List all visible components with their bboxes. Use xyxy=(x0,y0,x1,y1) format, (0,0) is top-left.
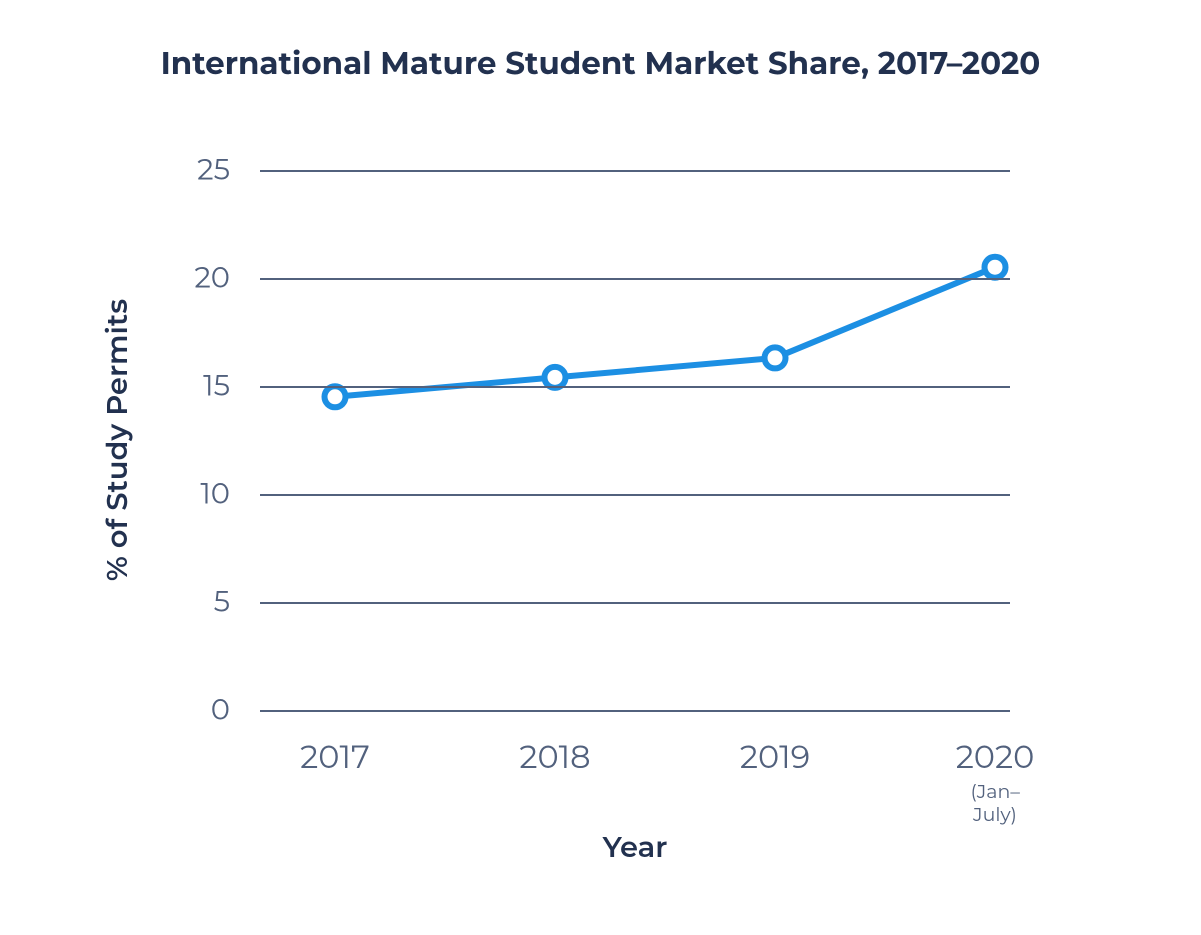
data-point-marker xyxy=(765,347,786,368)
chart-title: International Mature Student Market Shar… xyxy=(0,44,1201,82)
x-tick-label: 2018 xyxy=(519,738,590,777)
gridline xyxy=(260,386,1010,388)
y-tick-label: 20 xyxy=(170,261,230,296)
data-point-marker xyxy=(325,386,346,407)
gridline xyxy=(260,602,1010,604)
data-point-marker xyxy=(985,257,1006,278)
plot-area: 05101520252017201820192020(Jan–July) xyxy=(260,170,1010,710)
data-point-marker xyxy=(544,367,565,388)
y-axis-title: % of Study Permits xyxy=(100,299,135,581)
gridline xyxy=(260,710,1010,712)
line-series-svg xyxy=(260,170,1010,710)
y-tick-label: 5 xyxy=(170,585,230,620)
gridline xyxy=(260,278,1010,280)
y-tick-label: 0 xyxy=(170,693,230,728)
y-tick-label: 25 xyxy=(170,153,230,188)
chart-container: International Mature Student Market Shar… xyxy=(0,0,1201,935)
x-tick-label: 2020 xyxy=(956,738,1035,777)
series-line xyxy=(335,267,995,397)
gridline xyxy=(260,494,1010,496)
y-tick-label: 15 xyxy=(170,369,230,404)
y-tick-label: 10 xyxy=(170,477,230,512)
gridline xyxy=(260,170,1010,172)
x-tick-label: 2017 xyxy=(300,738,370,777)
x-tick-label: 2019 xyxy=(740,738,810,777)
x-tick-sublabel: (Jan–July) xyxy=(971,780,1020,826)
x-axis-title: Year xyxy=(260,830,1010,865)
